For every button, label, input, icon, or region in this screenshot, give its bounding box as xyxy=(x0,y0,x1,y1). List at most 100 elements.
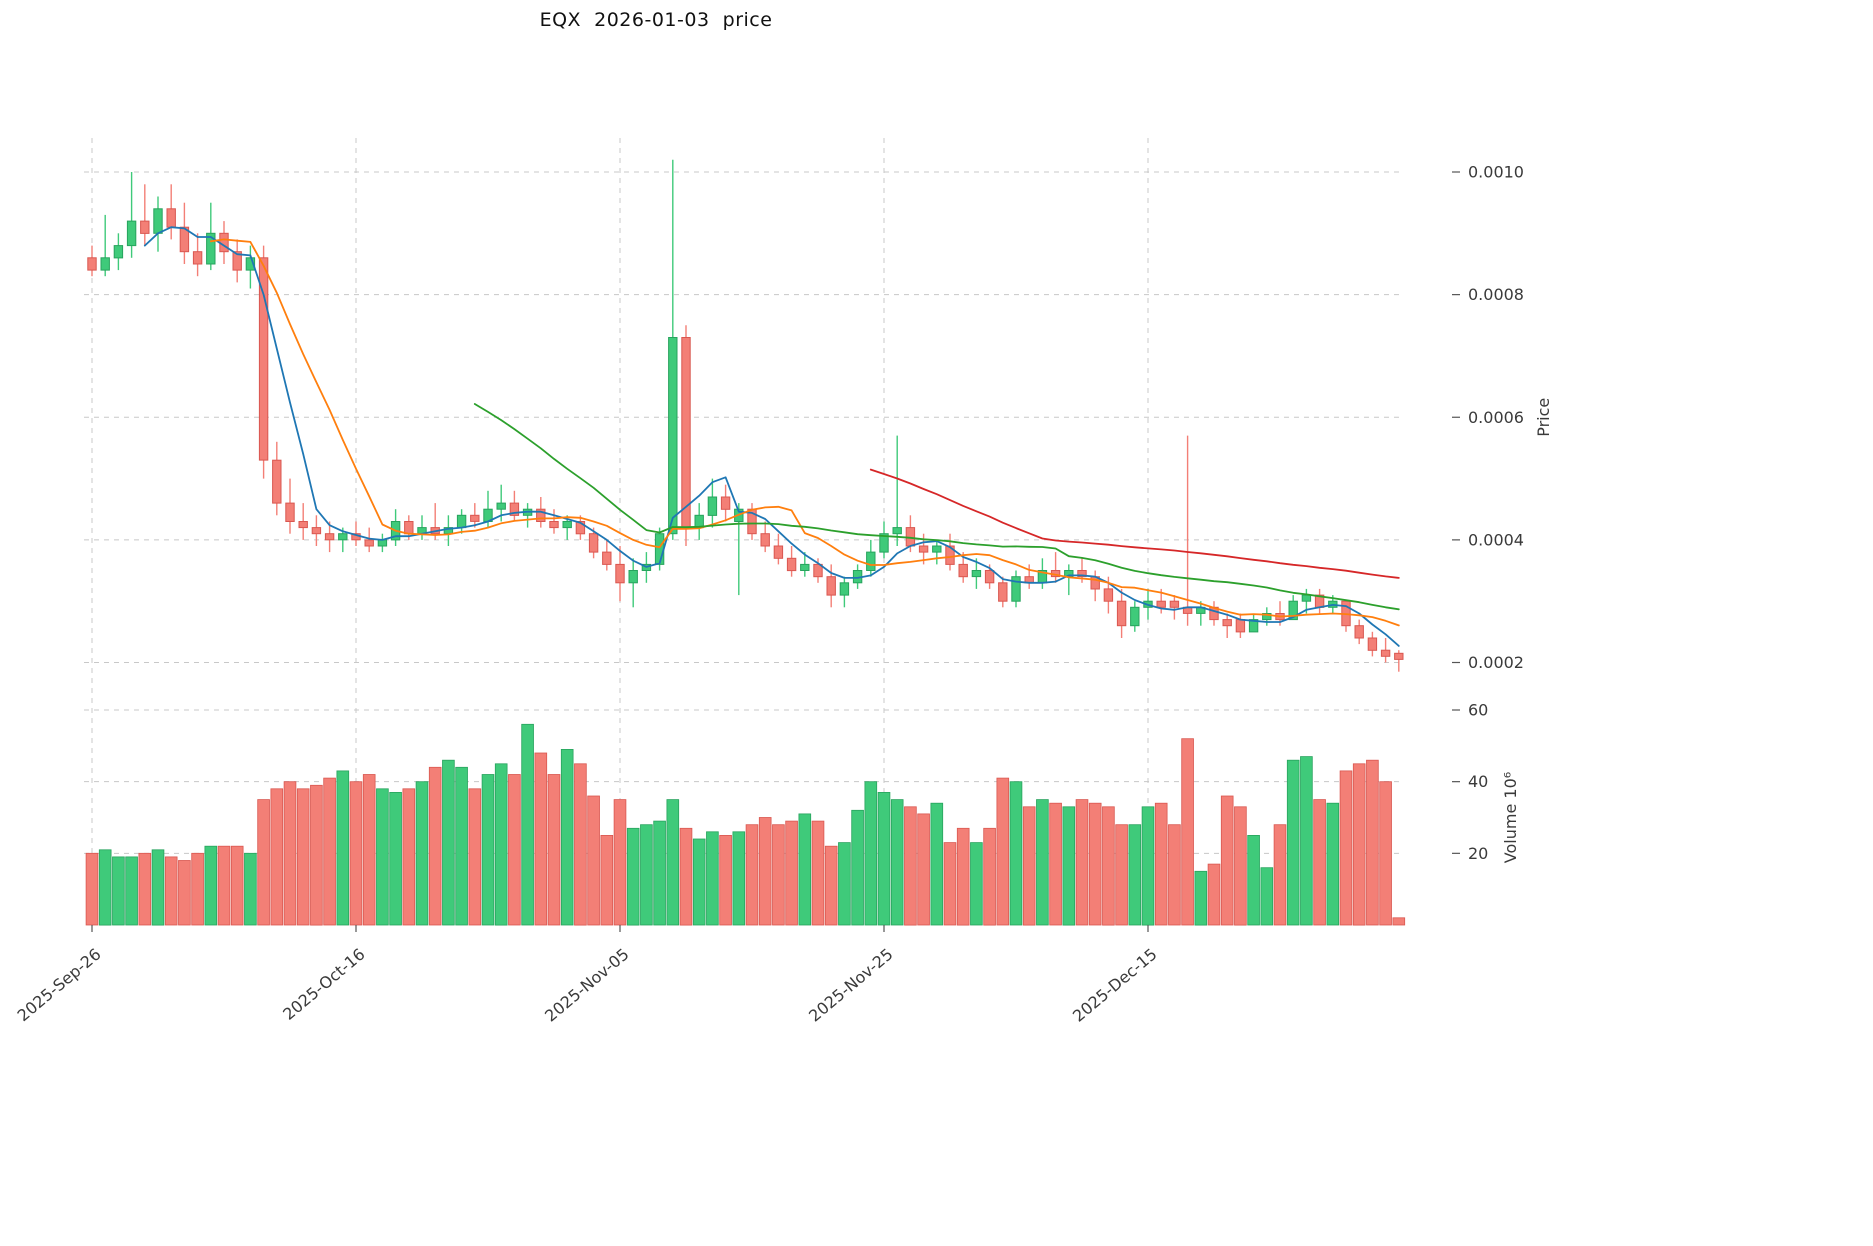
candle-body xyxy=(588,533,599,553)
candle-body xyxy=(998,582,1008,602)
volume-bar xyxy=(1154,802,1168,926)
volume-bar xyxy=(1379,781,1392,926)
candle-body xyxy=(1103,588,1114,602)
volume-bar xyxy=(1366,759,1379,926)
candle-body xyxy=(1262,613,1272,621)
volume-axis-label: Volume 10⁶ xyxy=(1501,772,1520,863)
volume-bar xyxy=(1286,759,1300,926)
volume-bar xyxy=(1220,795,1234,926)
volume-bar xyxy=(653,820,666,926)
volume-bar xyxy=(1207,863,1221,926)
volume-bar xyxy=(1088,802,1102,926)
volume-bar xyxy=(1326,802,1340,926)
volume-bar xyxy=(1352,763,1366,926)
candle-body xyxy=(615,563,625,584)
volume-bar xyxy=(758,817,772,926)
candle-body xyxy=(839,582,850,596)
volume-bar xyxy=(560,749,574,926)
volume-bar xyxy=(151,849,165,926)
volume-bar xyxy=(1247,835,1260,926)
volume-bar xyxy=(838,842,851,926)
volume-bar xyxy=(191,852,204,926)
volume-bar xyxy=(996,777,1010,926)
candle-body xyxy=(866,551,876,571)
volume-bar xyxy=(1062,806,1076,926)
candle-body xyxy=(1354,625,1364,639)
candle-body xyxy=(628,570,638,584)
candle-body xyxy=(536,508,546,523)
candle-body xyxy=(1169,600,1180,608)
volume-bar xyxy=(112,856,125,926)
price-tick-label: 0.0008 xyxy=(1468,285,1524,304)
candle-body xyxy=(1156,600,1166,608)
volume-bar xyxy=(1313,799,1326,926)
candle-body xyxy=(826,576,836,596)
volume-bar xyxy=(204,845,218,926)
candle-body xyxy=(892,527,902,535)
volume-bar xyxy=(851,809,864,926)
volume-tick-label: 60 xyxy=(1468,701,1488,720)
x-tick-label: 2025-Dec-15 xyxy=(1069,945,1161,1026)
candle-body xyxy=(496,502,506,510)
candle-body xyxy=(258,257,269,461)
candle-body xyxy=(1011,576,1021,602)
volume-bar xyxy=(943,842,957,926)
volume-bar xyxy=(877,792,891,926)
volume-bar xyxy=(534,752,548,926)
volume-bar xyxy=(98,849,112,926)
volume-bar xyxy=(1168,824,1181,926)
candle-body xyxy=(932,545,942,553)
candle-body xyxy=(1248,619,1259,633)
volume-bar xyxy=(428,766,442,926)
volume-bar xyxy=(230,845,244,926)
volume-bar xyxy=(1181,738,1194,926)
volume-bar xyxy=(1128,824,1142,926)
candle-body xyxy=(153,208,163,234)
volume-bar xyxy=(706,831,719,926)
candle-body xyxy=(100,257,110,271)
candle-body xyxy=(192,251,203,265)
volume-tick-label: 20 xyxy=(1468,844,1488,863)
volume-bar xyxy=(732,831,746,926)
volume-bar xyxy=(798,813,812,926)
volume-bar xyxy=(455,766,468,926)
volume-bar xyxy=(415,781,429,926)
candle-body xyxy=(179,226,190,253)
volume-bar xyxy=(956,827,970,926)
candle-body xyxy=(602,551,612,565)
candle-body xyxy=(338,533,348,541)
volume-bar xyxy=(468,788,482,926)
candle-body xyxy=(126,220,137,247)
volume-bar xyxy=(402,788,416,926)
volume-bar xyxy=(587,795,600,926)
candle-body xyxy=(562,521,572,529)
candle-body xyxy=(1077,570,1087,578)
volume-bar xyxy=(1022,806,1036,926)
volume-bar xyxy=(85,852,99,926)
volume-bar xyxy=(1075,799,1089,926)
volume-bar xyxy=(1141,806,1155,926)
candle-body xyxy=(1367,637,1378,651)
volume-bar xyxy=(310,784,323,926)
volume-bar xyxy=(547,774,561,926)
candle-body xyxy=(945,545,955,565)
volume-bar xyxy=(481,774,495,926)
candle-body xyxy=(918,545,929,553)
price-tick-label: 0.0002 xyxy=(1468,653,1524,672)
candle-body xyxy=(984,570,995,584)
candle-body xyxy=(206,232,216,265)
volume-bar xyxy=(508,774,521,926)
candle-body xyxy=(404,521,414,535)
volume-bar xyxy=(138,852,152,926)
volume-bar xyxy=(164,856,178,926)
volume-bar xyxy=(983,827,996,926)
volume-bar xyxy=(1102,806,1115,926)
candle-body xyxy=(509,502,520,516)
volume-bar xyxy=(442,759,455,926)
volume-bar xyxy=(666,799,680,926)
candle-body xyxy=(813,563,823,578)
volume-bar xyxy=(323,777,336,926)
volume-bar xyxy=(626,827,640,926)
price-tick-label: 0.0010 xyxy=(1468,163,1524,182)
